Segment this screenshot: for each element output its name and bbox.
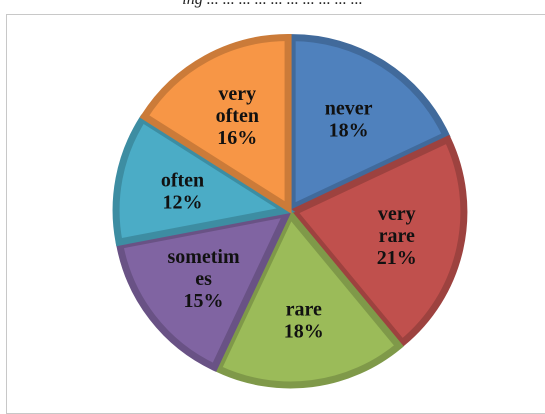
slice-label-rare: rare 18% xyxy=(284,299,324,343)
slice-label-line: 18% xyxy=(284,321,324,343)
slice-label-line: rare xyxy=(286,299,322,321)
slice-label-line: 12% xyxy=(163,192,203,214)
slice-label-line: 21% xyxy=(377,247,417,269)
slice-label-very-rare: very rare 21% xyxy=(377,203,417,269)
slice-label-line: es xyxy=(195,268,212,290)
slice-label-line: 16% xyxy=(217,127,257,149)
slice-label-very-often: very often 16% xyxy=(216,83,259,149)
slice-label-often: often 12% xyxy=(161,170,204,214)
slice-label-line: never xyxy=(325,98,373,120)
slice-label-line: often xyxy=(216,105,259,127)
chart-frame: never 18% very rare 21% rare 18% sometim es 15% of… xyxy=(6,14,545,414)
figure-caption: ing ... ... ... ... ... ... ... ... ... … xyxy=(0,0,545,9)
caption-strip: ing ... ... ... ... ... ... ... ... ... … xyxy=(0,0,545,14)
slice-label-line: 18% xyxy=(329,120,369,142)
slice-label-line: rare xyxy=(379,225,415,247)
slice-label-line: very xyxy=(218,83,256,105)
slice-label-line: 15% xyxy=(184,290,224,312)
pie-chart: never 18%very rare 21%rare 18%sometim es 15%of… xyxy=(7,15,545,401)
slice-label-line: often xyxy=(161,170,204,192)
slice-label-never: never 18% xyxy=(325,98,373,142)
slice-label-line: sometim xyxy=(167,246,240,268)
slice-label-line: very xyxy=(378,203,416,225)
